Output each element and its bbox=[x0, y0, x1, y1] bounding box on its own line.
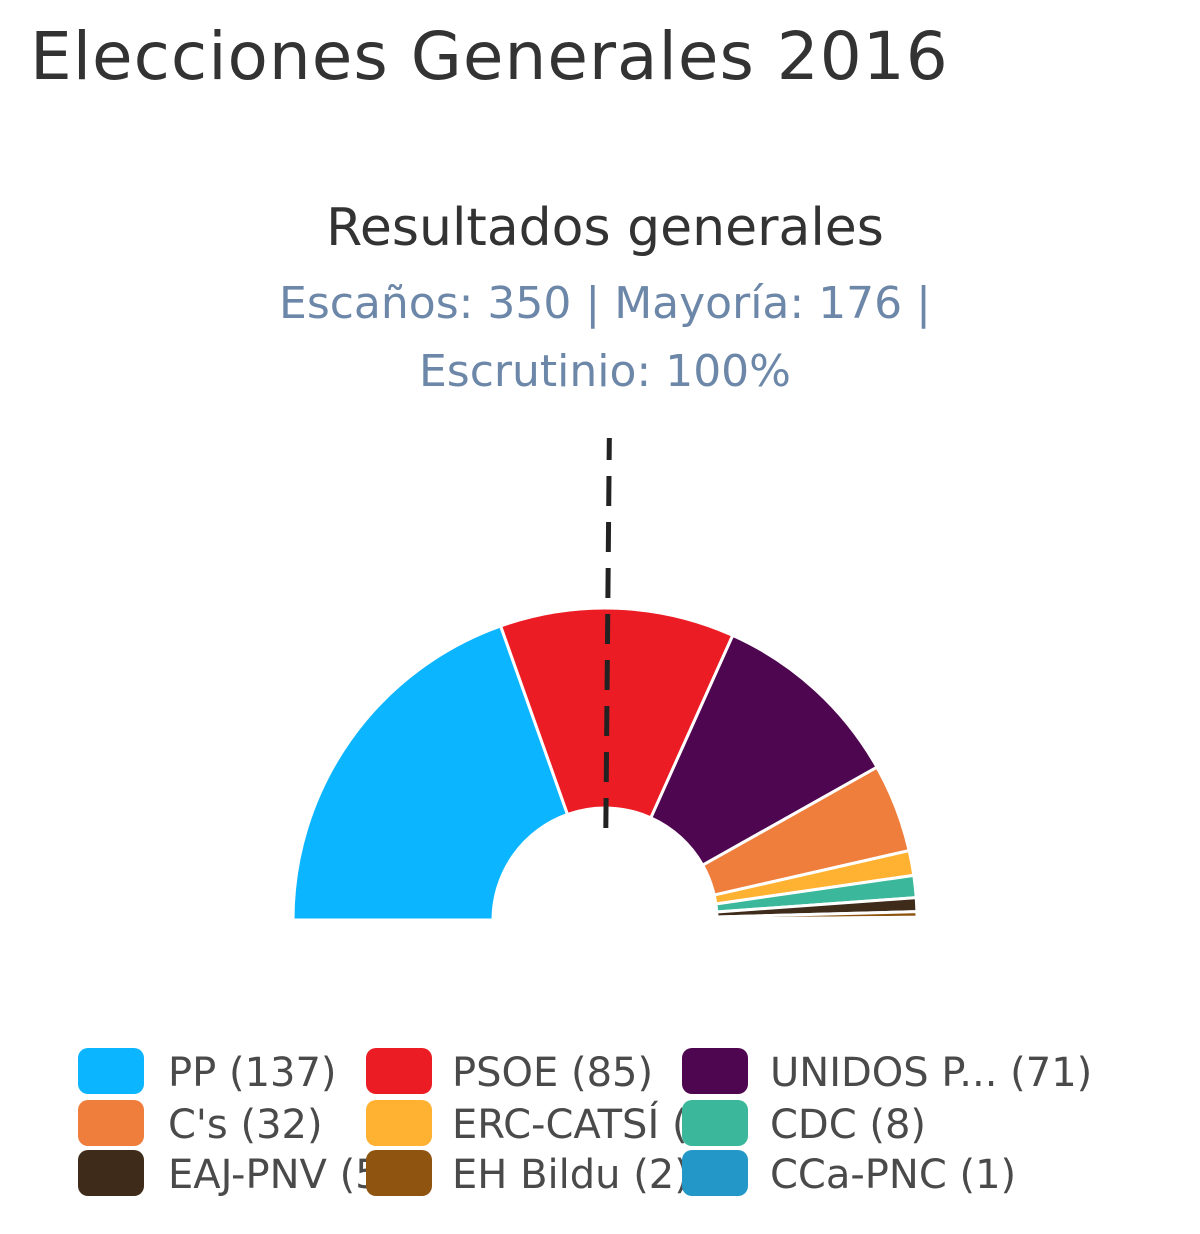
legend-item-0[interactable]: PP (137) bbox=[78, 1048, 337, 1096]
slice-2[interactable] bbox=[649, 633, 879, 867]
legend-label: PSOE (85) bbox=[452, 1050, 653, 1096]
legend-label: PP (137) bbox=[168, 1050, 337, 1096]
legend-item-7[interactable]: EH Bildu (2) bbox=[366, 1150, 690, 1198]
chart-slices bbox=[291, 606, 919, 922]
legend-label: CDC (8) bbox=[770, 1102, 926, 1148]
legend-item-4[interactable]: ERC-CATSÍ (9) bbox=[366, 1100, 729, 1148]
legend-swatch bbox=[366, 1150, 432, 1196]
legend-swatch bbox=[366, 1048, 432, 1094]
majority-line bbox=[603, 437, 612, 829]
legend-label: EH Bildu (2) bbox=[452, 1152, 690, 1198]
legend-item-5[interactable]: CDC (8) bbox=[682, 1100, 926, 1148]
page-title: Elecciones Generales 2016 bbox=[30, 18, 949, 95]
legend-swatch bbox=[682, 1048, 748, 1094]
legend-label: C's (32) bbox=[168, 1102, 323, 1148]
chart-title: Resultados generales bbox=[326, 198, 884, 258]
chart-subtitle-line2: Escrutinio: 100% bbox=[419, 346, 791, 397]
legend-item-3[interactable]: C's (32) bbox=[78, 1100, 323, 1148]
legend-swatch bbox=[682, 1150, 748, 1196]
slice-1[interactable] bbox=[499, 606, 735, 820]
legend-item-2[interactable]: UNIDOS P... (71) bbox=[682, 1048, 1092, 1096]
slice-8[interactable] bbox=[715, 915, 919, 922]
legend-item-6[interactable]: EAJ-PNV (5) bbox=[78, 1150, 396, 1198]
legend-swatch bbox=[78, 1048, 144, 1094]
chart-subtitle-line1: Escaños: 350 | Mayoría: 176 | bbox=[279, 278, 931, 329]
legend-swatch bbox=[78, 1150, 144, 1196]
legend-swatch bbox=[682, 1100, 748, 1146]
legend-label: EAJ-PNV (5) bbox=[168, 1152, 396, 1198]
legend-swatch bbox=[366, 1100, 432, 1146]
legend-item-8[interactable]: CCa-PNC (1) bbox=[682, 1150, 1016, 1198]
chart-legend: PP (137) PSOE (85) UNIDOS P... (71) C's (32… bbox=[78, 1048, 1092, 1198]
slice-0[interactable] bbox=[291, 624, 570, 922]
legend-item-1[interactable]: PSOE (85) bbox=[366, 1048, 653, 1096]
legend-swatch bbox=[78, 1100, 144, 1146]
legend-label: UNIDOS P... (71) bbox=[770, 1050, 1092, 1096]
legend-label: CCa-PNC (1) bbox=[770, 1152, 1016, 1198]
